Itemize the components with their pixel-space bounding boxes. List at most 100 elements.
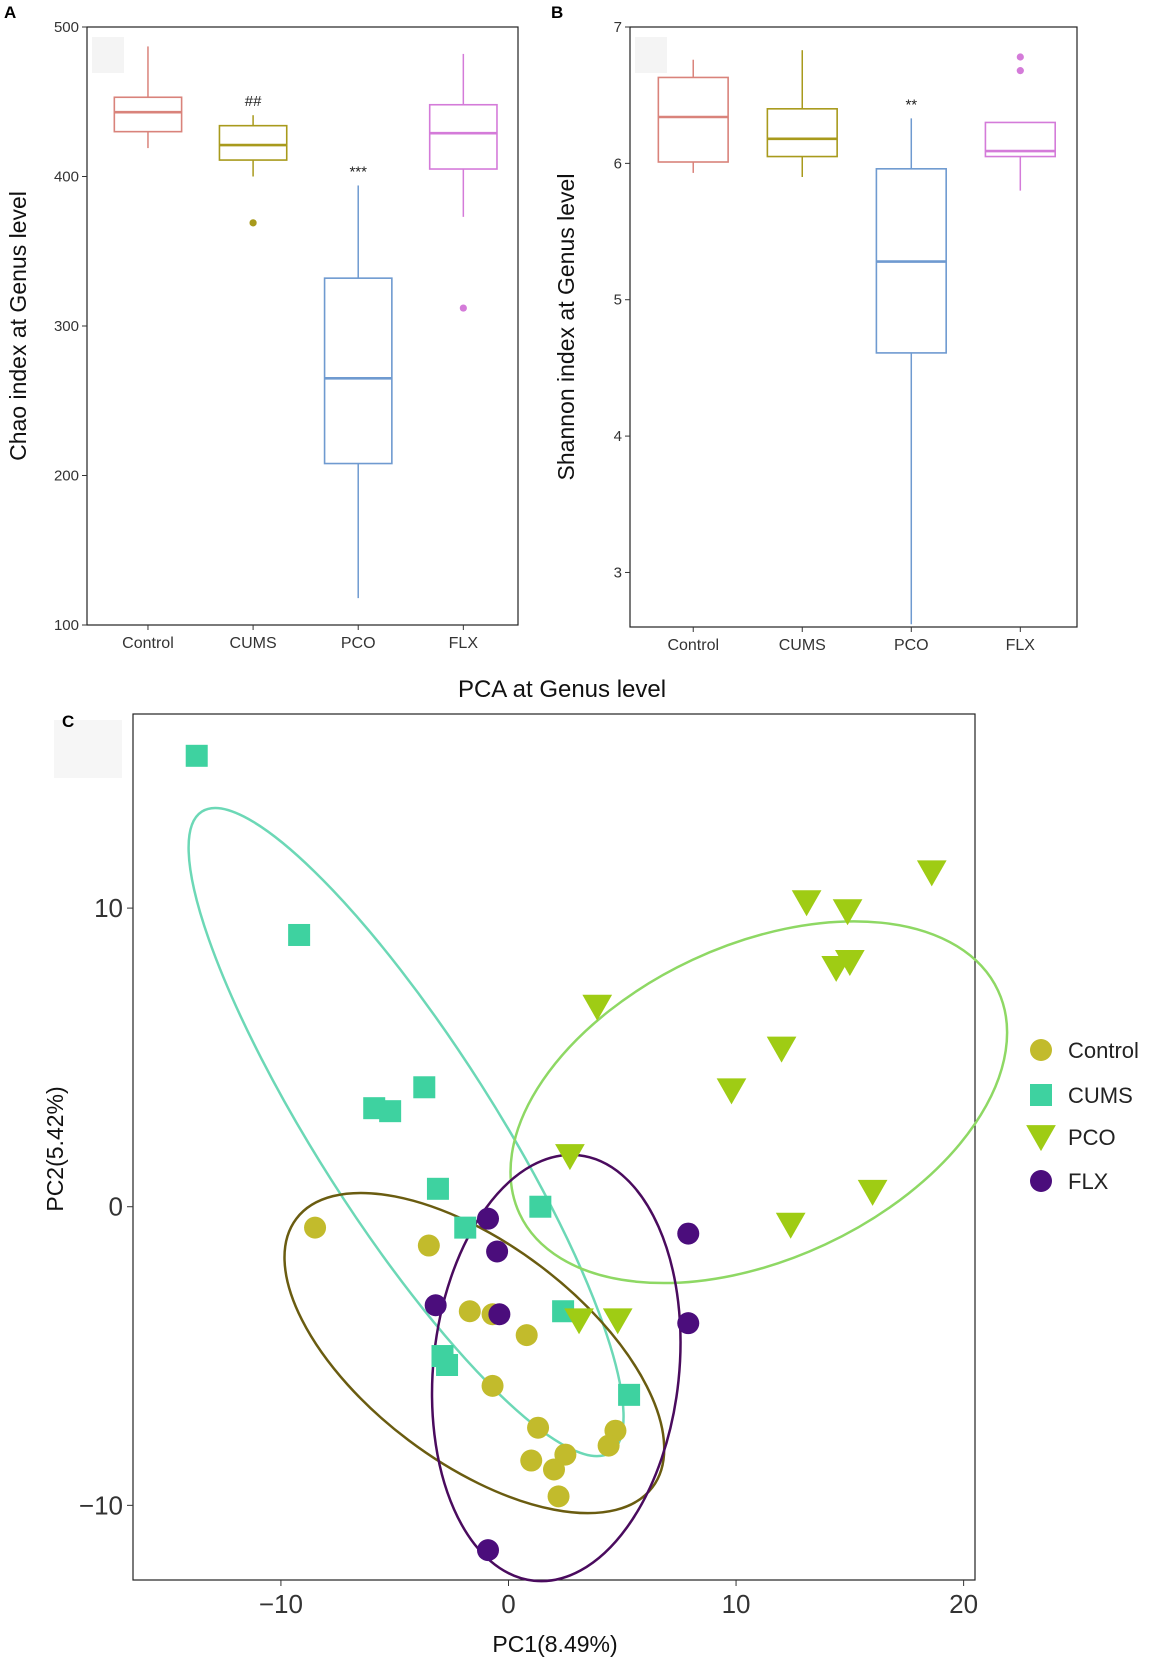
x-tick-label: 20 [949, 1589, 978, 1619]
significance-mark: *** [349, 163, 367, 180]
point-pco [834, 949, 865, 976]
y-tick-label: 0 [109, 1192, 123, 1222]
point-cums [436, 1353, 459, 1376]
outlier-point [249, 219, 257, 227]
point-cums [552, 1300, 575, 1323]
y-tick-label: 400 [54, 169, 79, 186]
y-tick-label: −10 [79, 1490, 123, 1520]
y-tick-label: 100 [54, 617, 79, 634]
x-tick-label: −10 [259, 1589, 303, 1619]
y-tick-label: 7 [614, 19, 622, 36]
point-flx [486, 1240, 509, 1263]
legend-label-cums: CUMS [1068, 1083, 1133, 1108]
point-pco [716, 1078, 747, 1105]
y-axis-title: Chao index at Genus level [5, 191, 31, 461]
point-pco [916, 860, 947, 887]
y-tick-label: 5 [614, 292, 622, 309]
point-pco [555, 1144, 585, 1171]
point-flx [477, 1539, 500, 1562]
plot-corner-patch [54, 720, 122, 778]
point-pco [602, 1308, 633, 1335]
x-tick-label: CUMS [779, 637, 826, 654]
plot-corner-patch [92, 37, 124, 73]
plot-corner-patch [635, 37, 667, 73]
point-cums [413, 1076, 436, 1099]
panel-c-pca-scatter: PCA at Genus level −10 0 10 20 −10 0 10 PC1(8.49… [42, 676, 1139, 1657]
point-pco [766, 1036, 797, 1063]
point-control [304, 1216, 327, 1239]
point-pco [832, 899, 863, 926]
point-control [515, 1324, 538, 1347]
box-iqr [113, 96, 183, 133]
legend-key-flx [1030, 1170, 1052, 1192]
legend-label-pco: PCO [1068, 1125, 1116, 1150]
point-cums [454, 1216, 477, 1239]
point-pco [791, 890, 822, 917]
x-tick-label: PCO [894, 637, 929, 654]
point-pco [857, 1179, 888, 1206]
pca-title: PCA at Genus level [458, 676, 666, 703]
outlier-point [1016, 67, 1024, 75]
x-tick-label: Control [122, 635, 174, 652]
panel-b-letter: B [551, 3, 563, 22]
legend-key-pco [1026, 1125, 1056, 1152]
x-tick-label: FLX [449, 635, 479, 652]
y-axis-title: Shannon index at Genus level [553, 174, 579, 481]
outlier-point [1016, 53, 1024, 61]
significance-mark: ## [245, 93, 262, 110]
y-tick-label: 500 [54, 19, 79, 36]
y-tick-label: 200 [54, 468, 79, 485]
significance-mark: ** [905, 96, 917, 113]
point-pco [564, 1308, 594, 1335]
x-tick-label: 0 [501, 1589, 515, 1619]
x-tick-label: CUMS [230, 635, 277, 652]
confidence-ellipse-control [283, 1191, 666, 1515]
point-control [543, 1458, 565, 1481]
point-pco [775, 1212, 806, 1239]
point-control [597, 1434, 620, 1457]
point-cums [529, 1195, 552, 1218]
box-iqr [218, 124, 288, 161]
y-tick-label: 3 [614, 564, 622, 581]
point-cums [426, 1177, 449, 1200]
confidence-ellipse-pco [509, 920, 1009, 1285]
point-cums [618, 1383, 641, 1406]
outlier-point [459, 304, 467, 312]
box-iqr [766, 108, 838, 158]
point-flx [477, 1207, 500, 1230]
panel-c-letter: C [62, 712, 74, 731]
y-tick-label: 6 [614, 155, 622, 172]
legend-key-cums [1030, 1084, 1052, 1106]
legend-label-flx: FLX [1068, 1169, 1109, 1194]
legend-label-control: Control [1068, 1038, 1139, 1063]
point-cums [379, 1100, 402, 1123]
panel-a-chao-boxplot: 100 200 300 400 500 Control CUMS PCO FLX ## *** Cha… [5, 19, 519, 652]
x-tick-label: PCO [341, 635, 376, 652]
box-iqr [323, 277, 393, 465]
y-tick-label: 10 [94, 893, 123, 923]
point-flx [488, 1303, 511, 1326]
x-tick-label: Control [667, 637, 719, 654]
y-tick-label: 300 [54, 318, 79, 335]
point-pco [582, 994, 613, 1021]
point-control [417, 1234, 440, 1257]
point-control [527, 1416, 550, 1439]
y-axis-title: PC2(5.42%) [42, 1086, 68, 1211]
point-control [481, 1374, 504, 1397]
x-axis-title: PC1(8.49%) [492, 1631, 617, 1657]
panel-b-shannon-boxplot: 3 4 5 6 7 Control CUMS PCO FLX ** Shannon index at… [553, 19, 1078, 654]
confidence-ellipse-cums [187, 806, 625, 1458]
point-flx [677, 1312, 700, 1335]
x-tick-label: 10 [722, 1589, 751, 1619]
point-control [520, 1449, 543, 1472]
panel-a-letter: A [4, 3, 16, 22]
point-flx [424, 1294, 447, 1317]
plot-frame [132, 713, 976, 1581]
x-tick-label: FLX [1006, 637, 1036, 654]
point-cums [288, 923, 311, 946]
box-iqr [657, 76, 729, 163]
legend-key-control [1030, 1039, 1052, 1061]
plot-frame [629, 26, 1078, 628]
box-iqr [428, 103, 498, 170]
